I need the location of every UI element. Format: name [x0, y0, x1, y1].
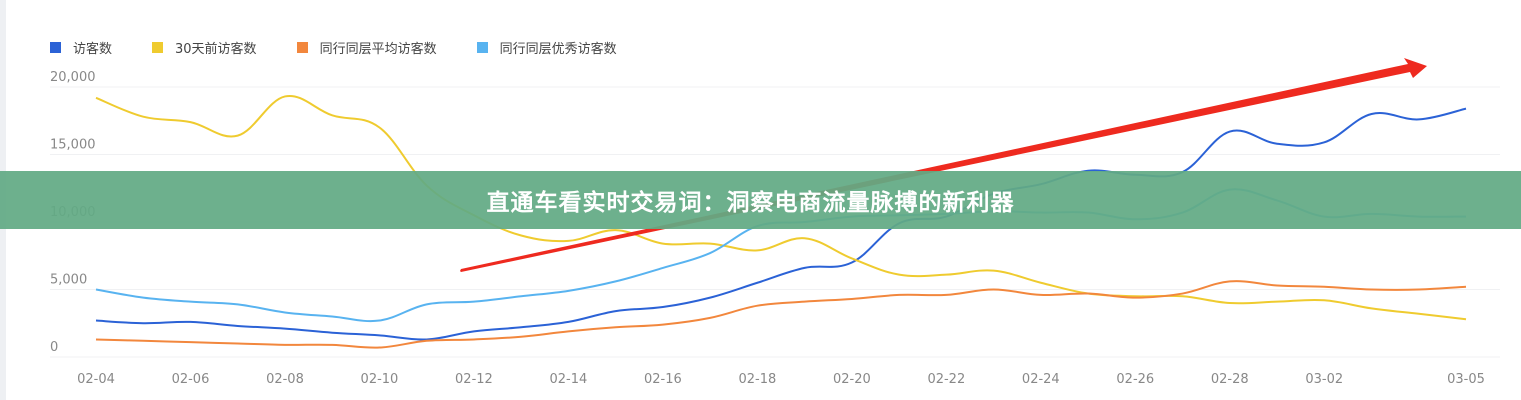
- legend-swatch: [50, 42, 61, 53]
- x-tick-label: 02-06: [172, 372, 210, 387]
- legend-label: 30天前访客数: [175, 42, 257, 57]
- x-tick-label: 02-28: [1211, 372, 1249, 387]
- legend-item-peer-excellent[interactable]: 同行同层优秀访客数: [476, 38, 617, 57]
- series-line-1: [95, 94, 1467, 321]
- legend-label: 访客数: [73, 42, 113, 57]
- legend-label: 同行同层平均访客数: [319, 42, 437, 57]
- legend-swatch: [476, 42, 488, 53]
- x-tick-label: 02-26: [1116, 372, 1154, 387]
- y-tick-label: 5,000: [50, 273, 87, 288]
- x-tick-label: 02-20: [833, 372, 871, 387]
- legend-label: 同行同层优秀访客数: [499, 42, 617, 57]
- legend-item-visitors-30-days-ago[interactable]: 30天前访客数: [152, 38, 257, 57]
- x-tick-label: 02-18: [738, 372, 776, 387]
- x-tick-label: 03-02: [1305, 372, 1343, 387]
- legend-item-visitors[interactable]: 访客数: [50, 38, 112, 57]
- y-tick-label: 20,000: [50, 70, 96, 85]
- legend-item-peer-average[interactable]: 同行同层平均访客数: [296, 38, 437, 57]
- legend: 访客数 30天前访客数 同行同层平均访客数 同行同层优秀访客数: [50, 38, 657, 57]
- x-tick-label: 02-12: [455, 372, 493, 387]
- legend-swatch: [152, 42, 164, 53]
- series-line-0: [95, 107, 1467, 341]
- x-tick-label: 02-10: [361, 372, 399, 387]
- banner-title: 直通车看实时交易词：洞察电商流量脉搏的新利器: [486, 190, 1015, 216]
- x-tick-label: 03-05: [1447, 372, 1485, 387]
- x-tick-label: 02-08: [266, 372, 304, 387]
- x-tick-label: 02-04: [77, 372, 115, 387]
- series-line-2: [95, 280, 1467, 349]
- x-tick-label: 02-22: [927, 372, 965, 387]
- x-tick-label: 02-16: [644, 372, 682, 387]
- trend-arrow: [460, 58, 1427, 272]
- x-tick-label: 02-24: [1022, 372, 1060, 387]
- y-tick-label: 0: [50, 340, 58, 355]
- x-tick-label: 02-14: [550, 372, 588, 387]
- y-tick-label: 15,000: [50, 138, 96, 153]
- title-banner: 直通车看实时交易词：洞察电商流量脉搏的新利器: [0, 171, 1521, 229]
- legend-swatch: [296, 42, 308, 53]
